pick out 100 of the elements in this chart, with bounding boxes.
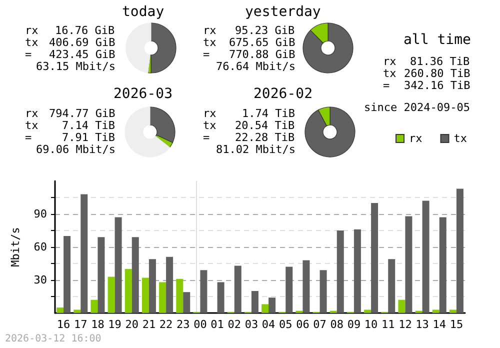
bar: [432, 310, 440, 313]
chart-title: today: [122, 4, 164, 20]
x-tick-label: 05: [279, 318, 292, 331]
text: 76.64 Mbit/s: [216, 60, 296, 73]
chart-title: yesterday: [245, 4, 321, 20]
bar: [251, 291, 258, 313]
x-tick-label: 15: [450, 318, 464, 331]
text: 7.91 TiB: [62, 131, 115, 144]
x-tick-label: 12: [398, 318, 412, 331]
bar: [114, 217, 122, 313]
text: rx: [25, 24, 38, 37]
text: rx: [203, 107, 216, 120]
text: all time: [404, 32, 471, 48]
x-tick-label: 09: [347, 318, 361, 331]
x-tick-label: 21: [142, 318, 156, 331]
text: 2026-03-12 16:00: [5, 334, 102, 344]
bar: [166, 256, 174, 313]
x-tick-label: 07: [313, 318, 326, 331]
text: tx: [203, 119, 216, 132]
x-tick-label: 00: [194, 318, 207, 331]
x-tick-label: 11: [382, 318, 395, 331]
bar: [148, 259, 156, 313]
bar: [80, 194, 88, 313]
legend-label: rx: [409, 132, 423, 145]
text: 770.88 GiB: [229, 48, 296, 61]
x-tick-label: 13: [416, 318, 429, 331]
bar: [132, 237, 139, 313]
text: rx: [203, 24, 216, 37]
text: 342.16 TiB: [404, 79, 470, 92]
text: rx: [383, 55, 396, 68]
x-tick-label: 06: [296, 318, 310, 331]
text: 1.74 TiB: [242, 107, 295, 120]
bar: [422, 200, 430, 313]
y-tick-label: 60: [34, 240, 47, 254]
bar: [98, 237, 105, 313]
text: 63.15 Mbit/s: [36, 60, 116, 73]
text: tx: [25, 119, 38, 132]
bar: [234, 266, 242, 313]
text: 81.36 TiB: [410, 55, 470, 68]
text: 406.69 GiB: [49, 36, 116, 49]
bar: [200, 270, 208, 313]
text: 260.80 TiB: [404, 67, 470, 80]
bar: [286, 266, 293, 313]
x-tick-label: 02: [228, 318, 241, 331]
bar: [74, 310, 81, 313]
text: 81.02 Mbit/s: [216, 143, 296, 156]
text: since 2024-09-05: [364, 101, 470, 114]
text: 69.06 Mbit/s: [36, 143, 116, 156]
chart-title: 2026-02: [254, 86, 313, 102]
bar: [217, 282, 224, 313]
bar: [90, 300, 98, 313]
text: =: [203, 48, 210, 61]
bar: [405, 216, 412, 313]
text: 22.28 TiB: [235, 131, 295, 144]
x-tick-label: 20: [125, 318, 138, 331]
text: =: [25, 48, 32, 61]
bar: [302, 260, 310, 313]
bar: [159, 282, 166, 313]
text: 16.76 GiB: [55, 24, 115, 37]
bar: [439, 217, 446, 313]
bar: [320, 270, 327, 313]
text: 675.65 GiB: [229, 36, 296, 49]
bar: [371, 203, 378, 313]
bar: [108, 276, 115, 313]
x-tick-label: 04: [262, 318, 276, 331]
text: 20.54 TiB: [235, 119, 295, 132]
bar: [124, 269, 132, 313]
text: rx: [25, 107, 38, 120]
x-tick-label: 23: [176, 318, 190, 331]
bar: [336, 230, 344, 313]
x-tick-label: 10: [364, 318, 378, 331]
bar: [268, 298, 276, 313]
text: 794.77 GiB: [49, 107, 116, 120]
x-tick-label: 17: [74, 318, 88, 331]
x-tick-label: 08: [330, 318, 344, 331]
text: 423.45 GiB: [49, 48, 116, 61]
text: =: [383, 79, 390, 92]
y-axis-title: Mbit/s: [9, 227, 22, 267]
text: tx: [25, 36, 38, 49]
y-tick-label: 30: [34, 274, 47, 286]
x-tick-label: 19: [108, 318, 122, 331]
x-tick-label: 01: [210, 318, 224, 331]
bar: [354, 229, 361, 313]
bar: [449, 310, 456, 313]
text: =: [25, 131, 32, 144]
y-tick-label: 90: [34, 208, 47, 220]
text: =: [203, 131, 210, 144]
text: tx: [203, 36, 216, 49]
legend-label: tx: [454, 132, 468, 145]
bar: [262, 304, 269, 313]
bar: [142, 278, 149, 313]
x-tick-label: 16: [56, 318, 70, 331]
bar: [364, 310, 372, 313]
x-tick-label: 14: [432, 318, 446, 331]
bar: [388, 259, 396, 313]
text: 95.23 GiB: [235, 24, 295, 37]
bar: [398, 300, 406, 313]
x-tick-label: 03: [244, 318, 258, 331]
x-tick-label: 18: [91, 318, 104, 331]
bar: [456, 188, 464, 313]
